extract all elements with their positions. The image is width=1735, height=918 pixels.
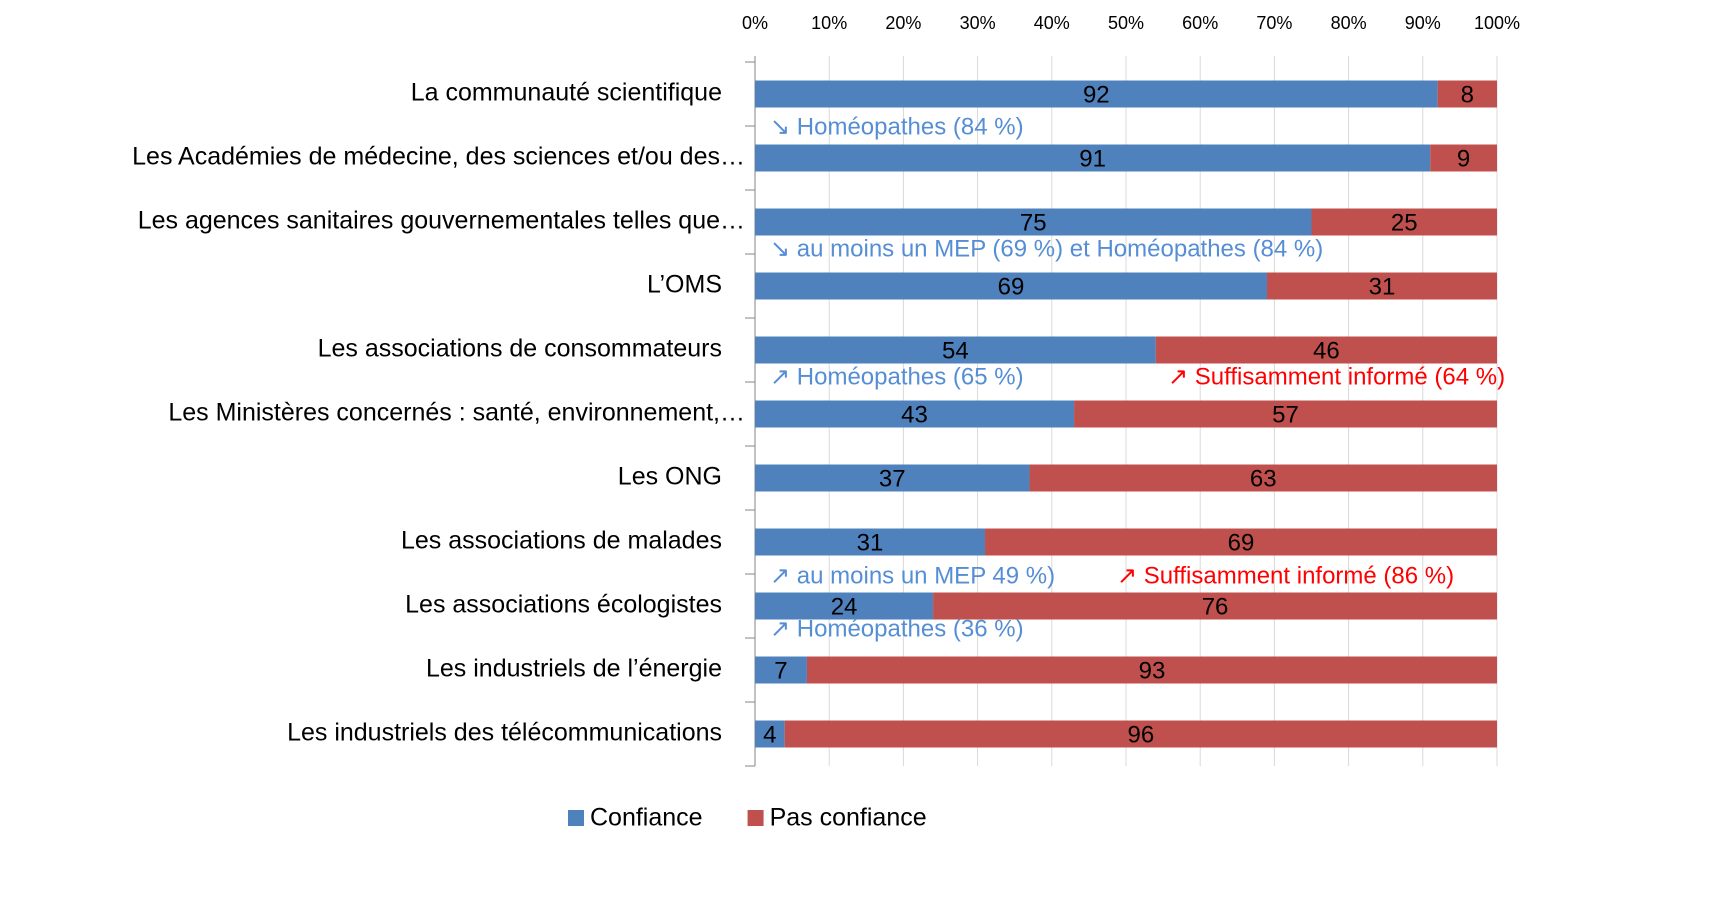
bar-segment xyxy=(933,592,1497,620)
category-label: La communauté scientifique xyxy=(411,79,722,107)
data-label: 63 xyxy=(1250,465,1277,492)
annotation: ↗ Homéopathes (65 %) xyxy=(770,363,1024,390)
data-label: 4 xyxy=(763,721,776,748)
bar-segment xyxy=(806,656,1497,684)
annotation: ↗ Homéopathes (36 %) xyxy=(770,615,1024,642)
x-tick-label: 70% xyxy=(1256,13,1292,33)
bar-segment xyxy=(1311,208,1497,236)
data-label: 31 xyxy=(857,529,884,556)
bar-segment xyxy=(1074,400,1497,428)
x-tick-label: 80% xyxy=(1331,13,1367,33)
data-label: 92 xyxy=(1083,81,1110,108)
bar-segment xyxy=(755,528,986,556)
data-label: 91 xyxy=(1079,145,1106,172)
x-tick-label: 50% xyxy=(1108,13,1144,33)
data-label: 57 xyxy=(1272,401,1299,428)
bar-segment xyxy=(1155,336,1497,364)
category-label: Les Ministères concernés : santé, enviro… xyxy=(168,399,745,427)
category-label: Les associations écologistes xyxy=(405,591,722,619)
data-label: 43 xyxy=(901,401,928,428)
x-tick-label: 10% xyxy=(811,13,847,33)
category-label: L’OMS xyxy=(647,271,722,299)
data-label: 37 xyxy=(879,465,906,492)
data-label: 69 xyxy=(998,273,1025,300)
data-label: 54 xyxy=(942,337,969,364)
bar-segment xyxy=(755,400,1075,428)
x-tick-label: 30% xyxy=(960,13,996,33)
category-label: Les Académies de médecine, des sciences … xyxy=(132,143,745,171)
bar-segment xyxy=(1430,144,1497,172)
bar-segment xyxy=(755,208,1312,236)
data-label: 69 xyxy=(1228,529,1255,556)
x-tick-label: 40% xyxy=(1034,13,1070,33)
bar-segment xyxy=(755,720,785,748)
legend-label: Confiance xyxy=(590,804,703,832)
x-tick-label: 20% xyxy=(885,13,921,33)
legend-swatch xyxy=(747,810,764,826)
bar-segment xyxy=(784,720,1497,748)
category-label: Les agences sanitaires gouvernementales … xyxy=(138,207,745,235)
category-label: Les associations de consommateurs xyxy=(318,335,722,363)
x-tick-label: 100% xyxy=(1474,13,1520,33)
data-label: 24 xyxy=(831,593,858,620)
bar-segment xyxy=(755,592,934,620)
bar-segment xyxy=(755,80,1438,108)
bar-segment xyxy=(755,144,1431,172)
data-label: 93 xyxy=(1139,657,1166,684)
annotation: ↘ Homéopathes (84 %) xyxy=(770,113,1024,140)
data-label: 7 xyxy=(774,657,787,684)
data-label: 46 xyxy=(1313,337,1340,364)
bar-segment xyxy=(985,528,1497,556)
bar-segment xyxy=(1437,80,1497,108)
x-tick-label: 60% xyxy=(1182,13,1218,33)
bar-segment xyxy=(755,464,1030,492)
category-label: Les ONG xyxy=(618,463,722,491)
bar-segment xyxy=(1266,272,1497,300)
annotation: ↗ au moins un MEP 49 %) xyxy=(770,562,1055,589)
bar-segment xyxy=(755,336,1156,364)
data-label: 25 xyxy=(1391,209,1418,236)
x-tick-label: 90% xyxy=(1405,13,1441,33)
annotation: ↗ Suffisamment informé (86 %) xyxy=(1117,562,1454,589)
data-label: 9 xyxy=(1457,145,1470,172)
legend-label: Pas confiance xyxy=(770,804,927,832)
data-label: 8 xyxy=(1461,81,1474,108)
category-label: Les associations de malades xyxy=(401,527,722,555)
bar-segment xyxy=(755,272,1267,300)
data-label: 76 xyxy=(1202,593,1229,620)
category-label: Les industriels des télécommunications xyxy=(287,719,722,747)
bar-segment xyxy=(755,656,807,684)
bar-segment xyxy=(1029,464,1497,492)
legend-swatch xyxy=(568,810,584,826)
annotation: ↘ au moins un MEP (69 %) et Homéopathes … xyxy=(770,235,1323,262)
x-tick-label: 0% xyxy=(742,13,768,33)
data-label: 31 xyxy=(1369,273,1396,300)
category-label: Les industriels de l’énergie xyxy=(426,655,722,683)
data-label: 75 xyxy=(1020,209,1047,236)
annotation: ↗ Suffisamment informé (64 %) xyxy=(1168,363,1505,390)
data-label: 96 xyxy=(1127,721,1154,748)
